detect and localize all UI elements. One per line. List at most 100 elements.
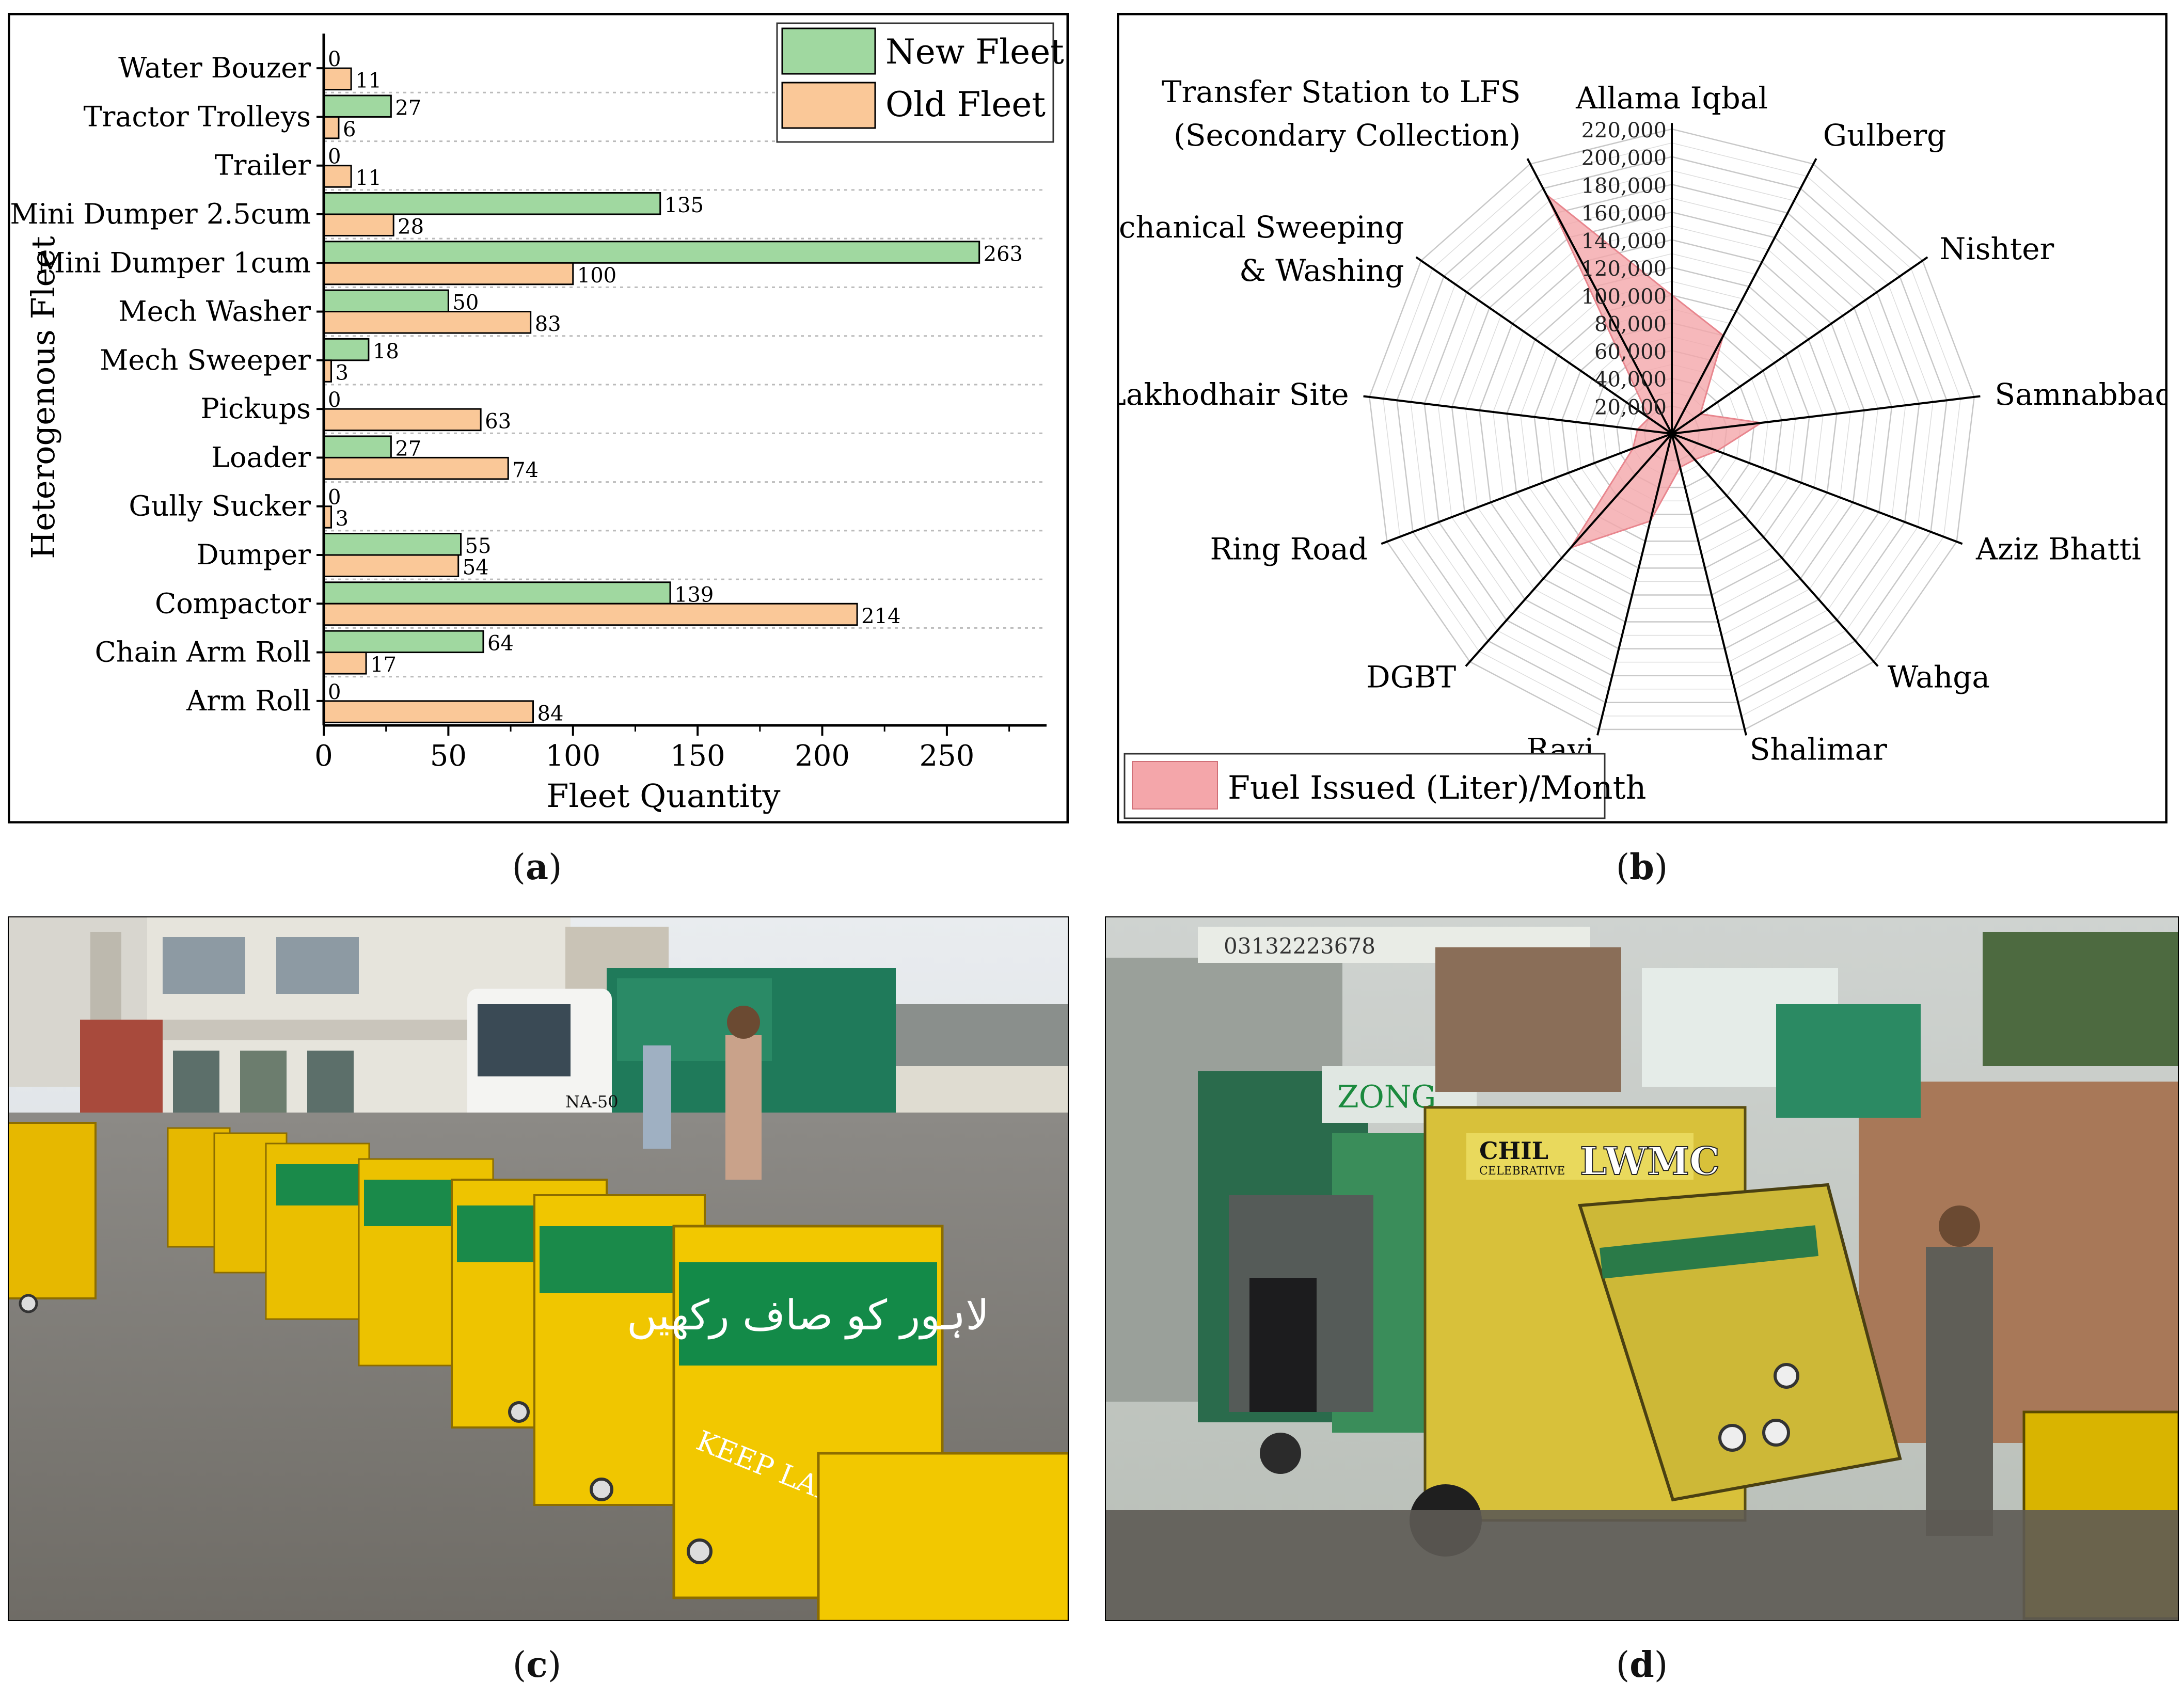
bar-value-label: 27	[395, 96, 421, 120]
bar-old-fleet	[323, 456, 509, 480]
category-label: Mech Sweeper	[100, 344, 311, 376]
radar-spoke	[1671, 158, 1817, 434]
x-tick-label: 150	[670, 739, 725, 773]
category-label: Mini Dumper 1cum	[37, 246, 311, 279]
radar-axis-label-line: Transfer Station to LFS	[1162, 74, 1521, 109]
bar-value-label: 100	[577, 264, 616, 288]
radar-axis-label: Samnabbad	[1995, 377, 2167, 412]
radar-axis-label-line: & Washing	[1239, 253, 1404, 288]
bar-old-fleet	[323, 311, 532, 334]
radar-axis-label-line: Nishter	[1939, 231, 2054, 266]
radar-axis-label-line: DGBT	[1366, 660, 1456, 695]
category-label: Arm Roll	[186, 685, 311, 717]
x-tick-label: 0	[314, 739, 333, 773]
radar-grid-ring	[1479, 239, 1865, 623]
radar-axis-label: Shalimar	[1750, 732, 1887, 767]
bar-new-fleet	[323, 338, 370, 361]
bar-new-fleet	[323, 630, 484, 654]
radar-minor-ring	[1465, 225, 1879, 636]
radar-axis-label: Ring Road	[1210, 531, 1368, 566]
fuel-radar-chart: 20,000 40,000 60,000 80,000 100,000 120,000 14…	[1117, 13, 2167, 823]
bar-value-label: 0	[328, 388, 341, 412]
radar-axis-label-line: Gulberg	[1823, 118, 1946, 153]
category-label: Pickups	[200, 392, 311, 425]
radar-axis-label-line: Samnabbad	[1995, 377, 2167, 412]
category-label: Mech Washer	[118, 295, 311, 328]
caption-b: (b)	[1616, 847, 1668, 888]
bar-value-label: 6	[343, 118, 356, 141]
fleet-bar-chart: 0112760111352826310050831830632774035554…	[8, 13, 1069, 823]
radar-axis-label: Allama Iqbal	[1575, 81, 1768, 116]
radar-grid-ring	[1451, 211, 1893, 649]
x-tick-label: 100	[545, 739, 600, 773]
bar-value-label: 0	[328, 680, 341, 704]
x-tick-label: 50	[430, 739, 467, 773]
bar-value-label: 3	[335, 507, 348, 531]
bar-value-label: 0	[328, 47, 341, 71]
radar-spoke	[1671, 433, 1747, 736]
truck-brand-sub: CELEBRATIVE	[1479, 1165, 1565, 1178]
radar-minor-ring	[1603, 364, 1741, 501]
category-label: Tractor Trolleys	[83, 100, 311, 133]
legend-swatch-fuel	[1132, 761, 1218, 810]
caption-d: (d)	[1616, 1644, 1668, 1686]
radar-series-area	[1545, 194, 1764, 549]
radar-tick-label: 60,000	[1594, 340, 1667, 364]
bar-old-fleet	[323, 652, 367, 675]
radar-axis-label-line: Mechanical Sweeping	[1117, 210, 1404, 245]
radar-spoke	[1381, 433, 1672, 545]
radar-tick-label: 20,000	[1594, 395, 1667, 419]
category-label: Compactor	[155, 587, 311, 620]
bar-new-fleet	[323, 289, 449, 313]
bin-row: لاہور کو صاف رکھیں KEEP LAHORE CLEAN	[8, 1122, 1069, 1621]
radar-axis-label-line: Shalimar	[1750, 732, 1887, 767]
radar-tick-label: 40,000	[1594, 368, 1667, 392]
bar-old-fleet	[323, 213, 394, 236]
radar-spoke	[1671, 256, 1928, 435]
category-label: Gully Sucker	[129, 490, 311, 522]
radar-axis-label: Transfer Station to LFS (Secondary Collec…	[1162, 74, 1521, 153]
radar-axis-label: Lakhodhair Site	[1117, 377, 1349, 412]
zong-sign-text: ZONG	[1337, 1079, 1436, 1115]
bar-value-label: 64	[487, 632, 514, 656]
radar-minor-ring	[1547, 308, 1796, 556]
y-axis-label: Heterogenous Fleet	[24, 236, 62, 559]
bar-value-label: 135	[664, 194, 704, 217]
bar-value-label: 17	[370, 653, 397, 677]
bar-old-fleet	[323, 116, 340, 139]
bar-value-label: 63	[485, 410, 511, 434]
radar-grid-ring	[1561, 322, 1783, 542]
truck-lwmc-text: LWMC	[1580, 1139, 1720, 1184]
bar-new-fleet	[323, 435, 392, 458]
radar-axis-label-line: Lakhodhair Site	[1117, 377, 1349, 412]
bar-new-fleet	[323, 241, 980, 264]
radar-minor-ring	[1493, 253, 1851, 609]
bar-value-label: 3	[335, 361, 348, 385]
truck-plate-text: NA-50	[565, 1092, 619, 1112]
radar-grid-ring	[1423, 183, 1920, 676]
bar-value-label: 18	[373, 340, 399, 363]
radar-spoke	[1415, 256, 1673, 435]
radar-grid-ring	[1533, 294, 1810, 569]
radar-minor-ring	[1520, 281, 1824, 582]
radar-axis-label: DGBT	[1366, 660, 1456, 695]
radar-tick-label: 140,000	[1581, 230, 1667, 253]
radar-axis-label: Gulberg	[1823, 118, 1946, 153]
bar-new-fleet	[323, 581, 671, 605]
category-label: Loader	[211, 441, 311, 473]
bar-value-label: 263	[984, 242, 1023, 266]
bar-old-fleet	[323, 262, 574, 285]
category-label: Mini Dumper 2.5cum	[10, 198, 311, 230]
radar-minor-ring	[1383, 142, 1961, 717]
bar-value-label: 84	[537, 702, 564, 725]
radar-spoke	[1465, 433, 1673, 667]
radar-minor-ring	[1437, 198, 1906, 663]
radar-spoke	[1671, 395, 1981, 435]
bar-value-label: 139	[674, 583, 714, 607]
bar-value-label: 54	[463, 556, 489, 579]
radar-tick-label: 80,000	[1594, 312, 1667, 336]
bar-value-label: 50	[452, 291, 479, 315]
radar-axis-label: Wahga	[1888, 660, 1990, 695]
bar-old-fleet	[323, 67, 352, 91]
bar-value-label: 28	[398, 215, 424, 239]
